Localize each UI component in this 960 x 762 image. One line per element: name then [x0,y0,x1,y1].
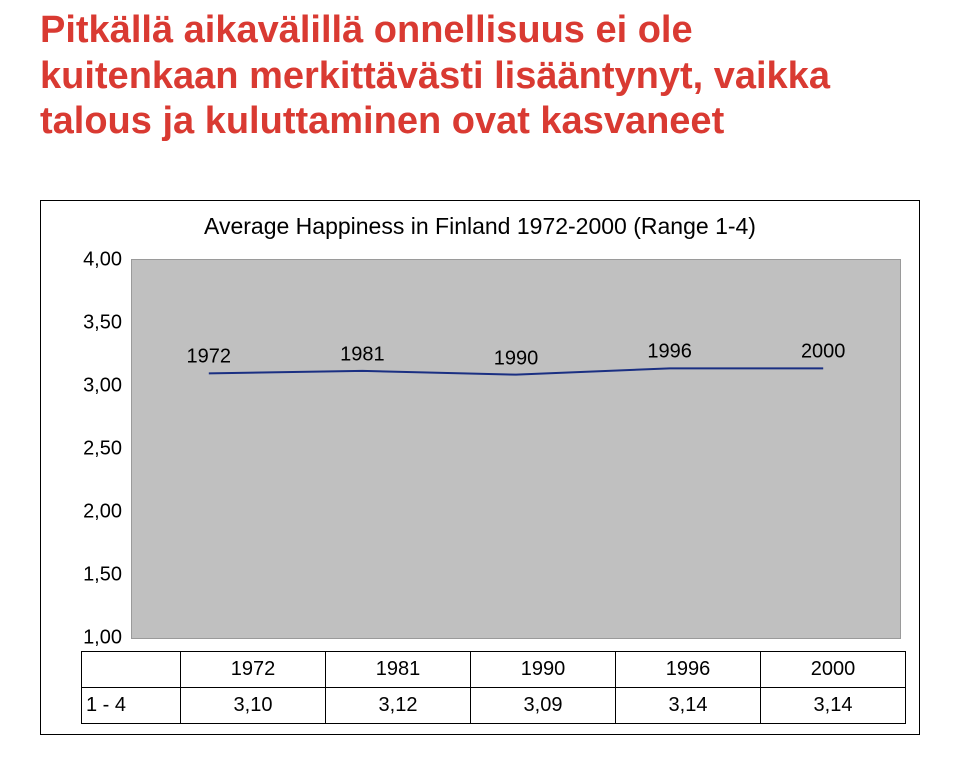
table-row-categories: 19721981199019962000 [82,652,906,688]
chart-title: Average Happiness in Finland 1972-2000 (… [41,213,919,245]
table-value-cell: 3,10 [181,688,326,724]
headline-line-3: talous ja kuluttaminen ovat kasvaneet [40,100,724,142]
series-point-label: 2000 [801,341,846,364]
headline-line-2: kuitenkaan merkittävästi lisääntynyt, va… [40,55,830,97]
table-value-cell: 3,09 [471,688,616,724]
headline: Pitkällä aikavälillä onnellisuus ei ole … [40,8,920,145]
chart-plot-area: 4,003,503,002,502,001,501,00197219811990… [131,259,901,639]
chart-container: Average Happiness in Finland 1972-2000 (… [40,200,920,735]
series-point-label: 1972 [187,346,232,369]
headline-line-1: Pitkällä aikavälillä onnellisuus ei ole [40,9,693,51]
table-header-blank [82,652,181,688]
table-category-cell: 1996 [616,652,761,688]
y-axis-tick-label: 4,00 [72,249,122,272]
y-axis-tick-label: 1,00 [72,627,122,650]
y-axis-tick-label: 3,00 [72,375,122,398]
y-axis-tick-label: 3,50 [72,312,122,335]
table-category-cell: 1990 [471,652,616,688]
series-point-label: 1996 [647,341,692,364]
table-category-cell: 1981 [326,652,471,688]
chart-data-table: 19721981199019962000 1 - 4 3,103,123,093… [81,651,906,724]
y-axis-tick-label: 2,50 [72,438,122,461]
table-category-cell: 1972 [181,652,326,688]
table-value-cell: 3,14 [761,688,906,724]
table-value-cell: 3,12 [326,688,471,724]
table-value-cell: 3,14 [616,688,761,724]
y-axis-tick-label: 1,50 [72,564,122,587]
series-point-label: 1981 [340,343,385,366]
y-axis-tick-label: 2,00 [72,501,122,524]
table-row-values: 1 - 4 3,103,123,093,143,14 [82,688,906,724]
table-category-cell: 2000 [761,652,906,688]
chart-line [132,260,900,638]
series-point-label: 1990 [494,347,539,370]
table-row-label: 1 - 4 [82,688,181,724]
